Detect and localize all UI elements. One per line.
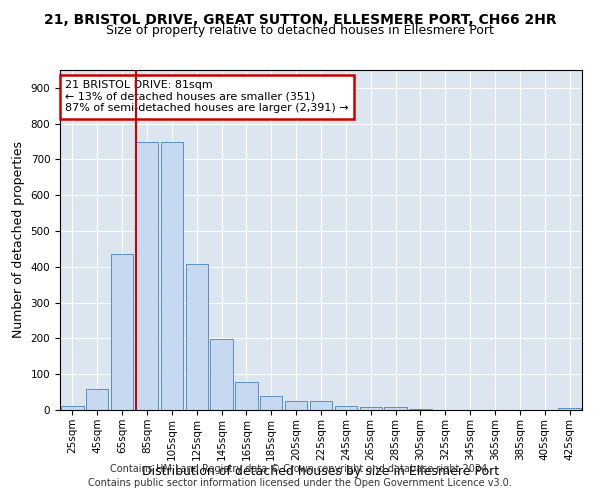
- Bar: [235, 382, 257, 410]
- Bar: [185, 264, 208, 410]
- Bar: [285, 401, 307, 410]
- Bar: [335, 406, 357, 410]
- Bar: [111, 254, 133, 410]
- Text: Contains HM Land Registry data © Crown copyright and database right 2024.
Contai: Contains HM Land Registry data © Crown c…: [88, 464, 512, 487]
- X-axis label: Distribution of detached houses by size in Ellesmere Port: Distribution of detached houses by size …: [142, 466, 500, 478]
- Bar: [86, 388, 109, 410]
- Bar: [385, 407, 407, 410]
- Y-axis label: Number of detached properties: Number of detached properties: [12, 142, 25, 338]
- Bar: [559, 408, 581, 410]
- Text: Size of property relative to detached houses in Ellesmere Port: Size of property relative to detached ho…: [106, 24, 494, 37]
- Bar: [61, 406, 83, 410]
- Bar: [310, 401, 332, 410]
- Bar: [409, 409, 431, 410]
- Text: 21 BRISTOL DRIVE: 81sqm
← 13% of detached houses are smaller (351)
87% of semi-d: 21 BRISTOL DRIVE: 81sqm ← 13% of detache…: [65, 80, 349, 114]
- Bar: [136, 142, 158, 410]
- Bar: [161, 142, 183, 410]
- Text: 21, BRISTOL DRIVE, GREAT SUTTON, ELLESMERE PORT, CH66 2HR: 21, BRISTOL DRIVE, GREAT SUTTON, ELLESME…: [44, 13, 556, 27]
- Bar: [211, 339, 233, 410]
- Bar: [359, 407, 382, 410]
- Bar: [260, 396, 283, 410]
